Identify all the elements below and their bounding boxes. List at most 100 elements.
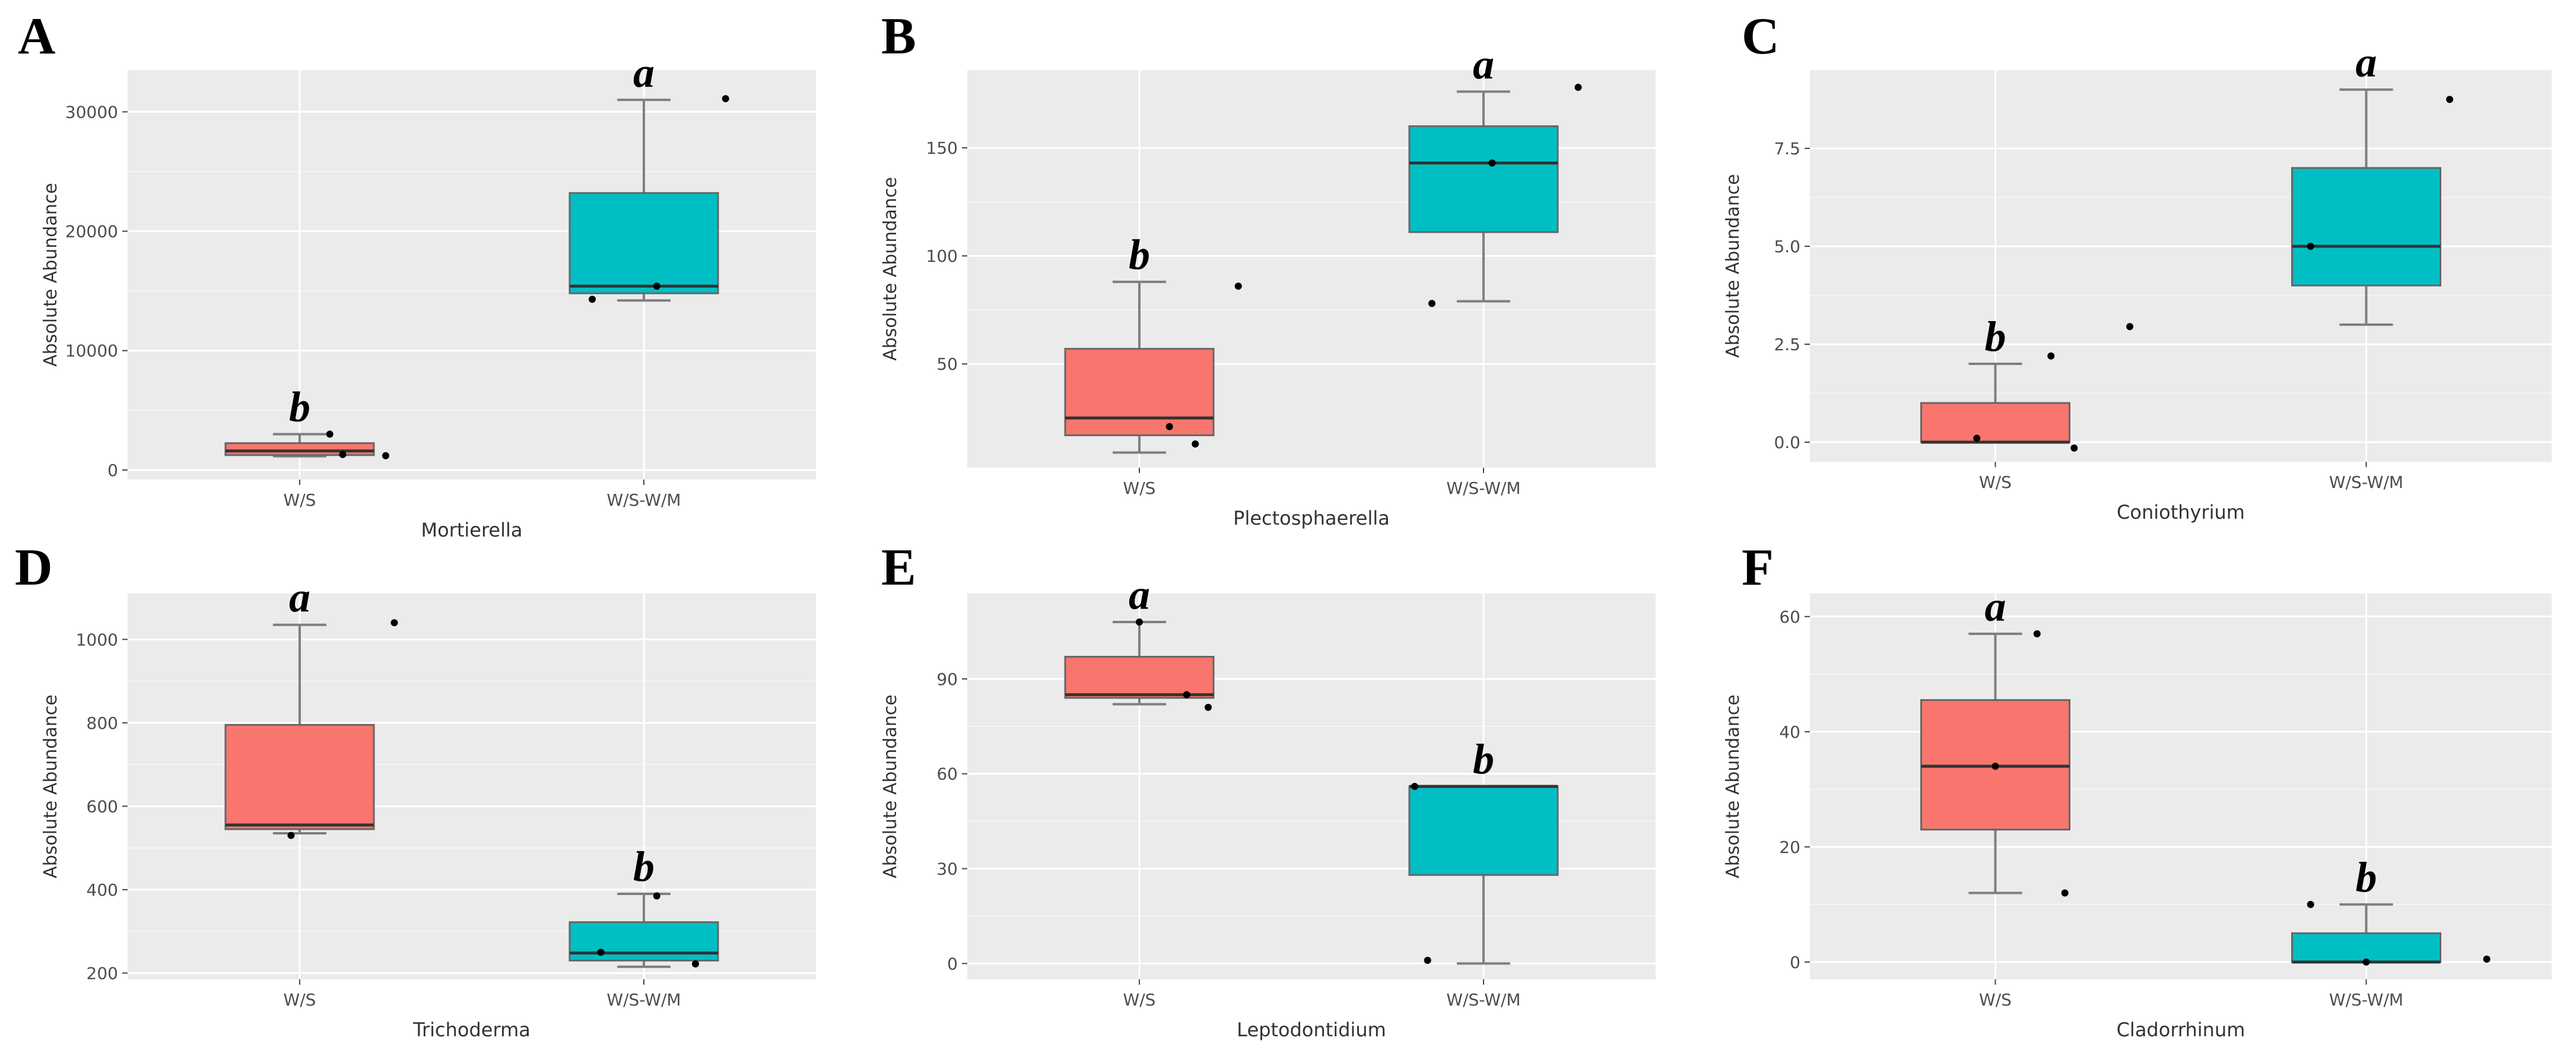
x-tick-label: W/S-W/M [2329, 990, 2403, 1010]
significance-letter: b [2356, 853, 2377, 901]
y-tick-label: 40 [1779, 722, 1800, 742]
y-tick-label: 5.0 [1774, 237, 1800, 256]
box-1 [568, 192, 719, 294]
significance-letter: a [289, 574, 310, 621]
data-point [2307, 900, 2314, 908]
y-tick-label: 60 [936, 764, 958, 784]
data-point [1411, 783, 1418, 790]
x-tick-label: W/S [1123, 478, 1156, 498]
y-tick-label: 60 [1779, 607, 1800, 627]
y-tick-label: 0 [947, 954, 958, 973]
panel-letter: C [1742, 8, 1780, 65]
x-axis-label: Leptodontidium [1237, 1018, 1386, 1041]
significance-letter: a [1985, 583, 2006, 630]
y-axis-label: Absolute Abundance [880, 694, 901, 878]
x-tick-label: W/S-W/M [606, 990, 681, 1010]
data-point [2126, 323, 2134, 331]
y-tick-label: 50 [936, 354, 958, 374]
data-point [287, 832, 295, 839]
data-point [653, 892, 660, 900]
y-tick-label: 20000 [65, 222, 118, 242]
data-point [1424, 957, 1431, 964]
data-point [722, 95, 729, 103]
significance-letter: a [633, 49, 655, 96]
x-tick-label: W/S [1123, 990, 1156, 1010]
data-point [1136, 618, 1143, 626]
y-axis-label: Absolute Abundance [1723, 174, 1743, 358]
data-point [390, 619, 398, 627]
data-point [1973, 434, 1981, 442]
x-axis-label: Mortierella [421, 519, 523, 541]
data-point [2061, 889, 2069, 897]
data-point [589, 296, 596, 303]
data-point [2070, 444, 2078, 452]
y-tick-label: 30000 [65, 102, 118, 122]
y-tick-label: 30 [936, 859, 958, 879]
significance-letter: b [1129, 231, 1150, 278]
panel-c: C 0.0 2.5 5.0 7.5 W/S W/S-W/M b a Coniothyrium Abs… [1723, 8, 2552, 523]
y-axis-label: Absolute Abundance [1723, 694, 1743, 878]
significance-letter: a [1129, 571, 1150, 618]
data-point [2307, 243, 2314, 250]
y-axis-label: Absolute Abundance [40, 183, 61, 367]
y-tick-label: 2.5 [1774, 335, 1800, 354]
data-point [1991, 763, 1999, 770]
x-tick-label: W/S-W/M [1446, 990, 1520, 1010]
box-1 [1408, 125, 1559, 233]
panel-letter: E [881, 539, 916, 596]
significance-letter: b [633, 843, 655, 890]
x-tick-label: W/S [284, 490, 316, 510]
x-tick-label: W/S [284, 990, 316, 1010]
x-axis-label: Plectosphaerella [1233, 507, 1390, 529]
box-0 [224, 442, 375, 456]
data-point [1205, 703, 1212, 711]
y-tick-label: 200 [87, 963, 118, 983]
box-1 [2291, 932, 2441, 963]
x-axis-label: Coniothyrium [2117, 501, 2245, 523]
y-tick-label: 0 [1790, 953, 1800, 972]
box-0 [1064, 656, 1215, 699]
box-0 [1064, 348, 1215, 436]
box-1 [1408, 785, 1559, 876]
x-tick-label: W/S-W/M [606, 490, 681, 510]
box-0 [224, 724, 375, 830]
box-1 [568, 921, 719, 962]
data-point [326, 430, 333, 438]
data-point [1488, 159, 1496, 167]
x-tick-label: W/S-W/M [1446, 478, 1520, 498]
y-tick-label: 7.5 [1774, 139, 1800, 158]
significance-letter: b [1985, 313, 2006, 360]
y-tick-label: 600 [87, 797, 118, 816]
data-point [2047, 352, 2055, 360]
panel-letter: F [1742, 539, 1774, 596]
significance-letter: a [1473, 40, 1494, 88]
significance-letter: b [1473, 735, 1494, 783]
data-point [1574, 84, 1582, 91]
panel-a: A 0 10000 20000 30000 W/S W/S-W/M b a Mortierella… [18, 8, 816, 541]
data-point [1192, 440, 1199, 448]
data-point [1234, 283, 1242, 290]
data-point [2483, 956, 2491, 963]
y-tick-label: 0 [107, 461, 118, 480]
significance-letter: a [2356, 39, 2377, 86]
y-tick-label: 100 [926, 246, 958, 266]
y-tick-label: 10000 [65, 341, 118, 361]
significance-letter: b [289, 383, 310, 431]
data-point [653, 283, 660, 290]
y-tick-label: 0.0 [1774, 433, 1800, 452]
y-tick-label: 400 [87, 880, 118, 900]
box-1 [2291, 167, 2441, 287]
panel-letter: D [15, 539, 53, 596]
data-point [1183, 691, 1190, 699]
data-point [1428, 300, 1435, 307]
data-point [339, 450, 347, 458]
x-tick-label: W/S [1979, 990, 2012, 1010]
x-tick-label: W/S [1979, 472, 2012, 492]
panel-f: F 0 20 40 60 W/S W/S-W/M a b Cladorrhinum Absolute… [1723, 539, 2552, 1041]
data-point [597, 948, 605, 956]
y-tick-label: 800 [87, 713, 118, 733]
y-tick-label: 90 [936, 669, 958, 689]
panel-b: B 50 100 150 W/S W/S-W/M b a Plectosphaerella Abs… [880, 8, 1656, 529]
y-tick-label: 20 [1779, 837, 1800, 857]
